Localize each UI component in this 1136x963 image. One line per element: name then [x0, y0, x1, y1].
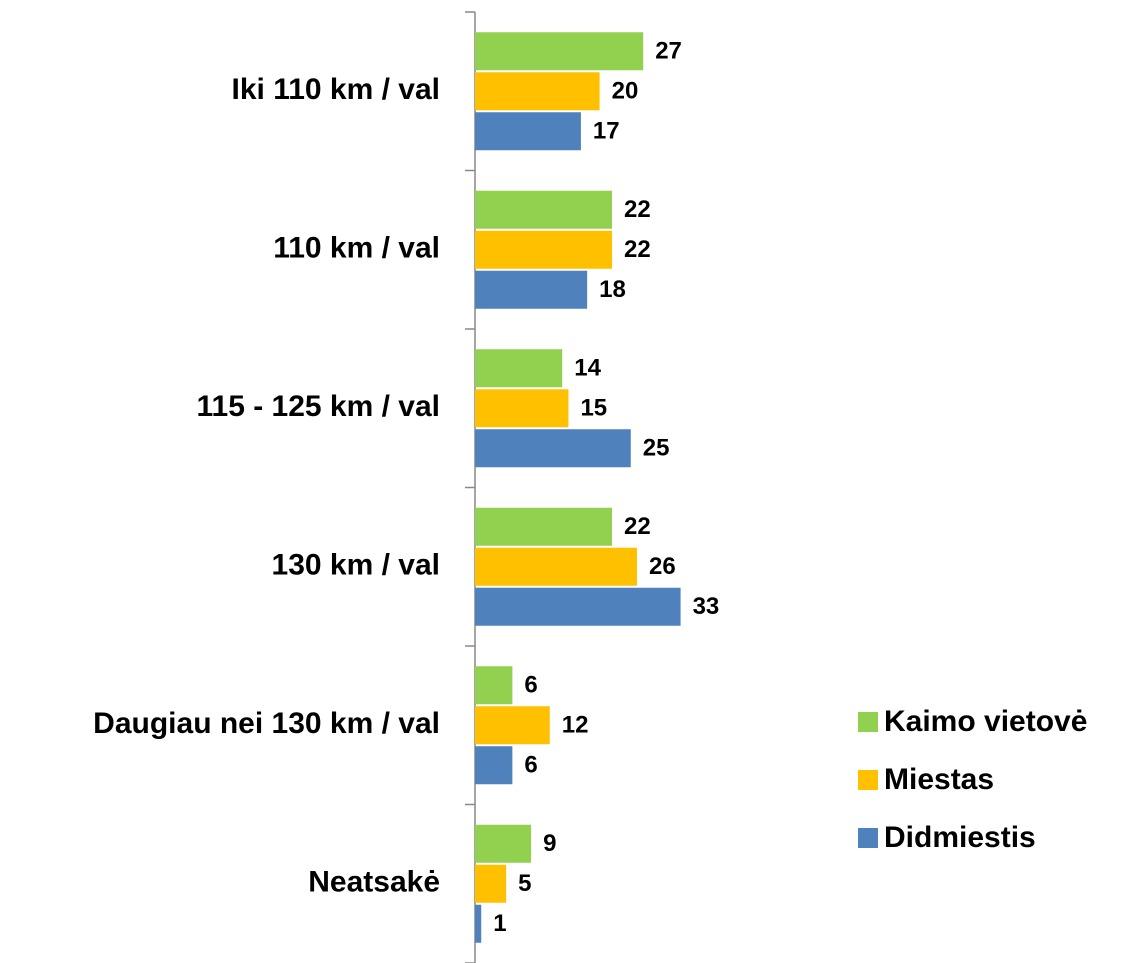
- bar: [475, 429, 631, 468]
- data-label: 12: [562, 712, 589, 739]
- legend-label: Didmiestis: [884, 821, 1036, 854]
- data-label: 17: [593, 118, 620, 145]
- legend-label: Kaimo vietovė: [884, 705, 1087, 738]
- data-label: 18: [599, 276, 626, 303]
- bar: [475, 72, 600, 111]
- bar: [475, 864, 507, 903]
- legend-label: Miestas: [884, 763, 994, 796]
- data-label: 20: [612, 78, 639, 105]
- bar: [475, 190, 613, 229]
- data-label: 27: [655, 38, 682, 65]
- data-label: 22: [624, 513, 651, 540]
- category-label: 115 - 125 km / val: [196, 390, 440, 423]
- category-label: Neatsakė: [308, 866, 440, 899]
- data-label: 15: [580, 395, 607, 422]
- data-label: 6: [524, 672, 537, 699]
- legend-swatch: [858, 712, 878, 732]
- bar: [475, 32, 644, 71]
- category-label: 130 km / val: [272, 549, 440, 582]
- data-label: 14: [574, 355, 601, 382]
- data-label: 26: [649, 553, 676, 580]
- data-label: 22: [624, 236, 651, 263]
- bar: [475, 270, 588, 309]
- bar: [475, 746, 513, 785]
- legend-swatch: [858, 828, 878, 848]
- data-label: 22: [624, 196, 651, 223]
- bar: [475, 230, 613, 269]
- data-label: 25: [643, 435, 670, 462]
- bar: [475, 706, 550, 745]
- bar: [475, 666, 513, 705]
- bar: [475, 507, 613, 546]
- bar: [475, 904, 482, 943]
- bar: [475, 547, 637, 586]
- bar: [475, 824, 532, 863]
- category-label: 110 km / val: [273, 232, 440, 265]
- category-label: Iki 110 km / val: [232, 73, 441, 106]
- data-label: 5: [518, 870, 531, 897]
- data-label: 6: [524, 752, 537, 779]
- bar: [475, 587, 681, 626]
- data-label: 9: [543, 830, 556, 857]
- bar: [475, 389, 569, 428]
- data-label: 33: [693, 593, 720, 620]
- bar: [475, 112, 581, 151]
- data-label: 1: [493, 910, 506, 937]
- legend-swatch: [858, 770, 878, 790]
- category-label: Daugiau nei 130 km / val: [93, 707, 440, 740]
- bar: [475, 349, 563, 388]
